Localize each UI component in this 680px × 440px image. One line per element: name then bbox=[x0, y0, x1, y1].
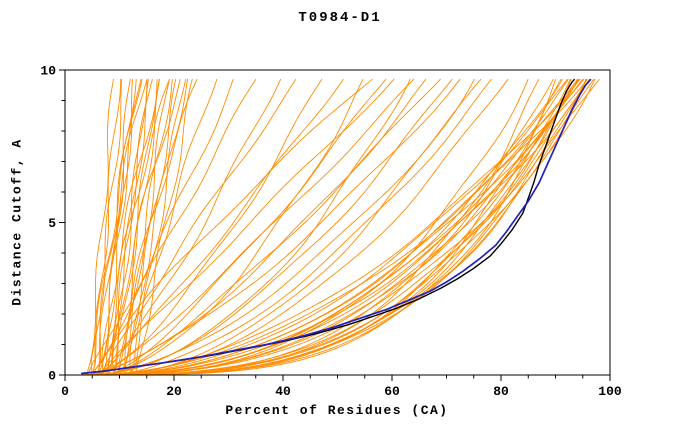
model-curve-orange bbox=[92, 78, 591, 376]
model-curve-orange bbox=[81, 78, 529, 376]
model-curve-orange bbox=[92, 78, 578, 376]
model-curve-orange bbox=[111, 78, 181, 376]
model-curve-orange bbox=[102, 78, 415, 376]
model-curve-orange bbox=[107, 79, 149, 376]
model-curve-orange bbox=[108, 79, 148, 376]
model-curve-orange bbox=[107, 78, 171, 376]
model-curve-orange bbox=[103, 78, 364, 376]
model-curve-orange bbox=[97, 78, 395, 376]
x-tick-label: 80 bbox=[493, 384, 509, 399]
model-curve-orange bbox=[91, 78, 257, 376]
y-tick-label: 0 bbox=[48, 369, 56, 384]
model-curve-orange bbox=[97, 78, 282, 376]
model-curve-orange bbox=[103, 78, 585, 376]
model-curve-orange bbox=[92, 78, 427, 376]
model-curve-orange bbox=[91, 78, 373, 376]
model-curve-orange bbox=[135, 78, 193, 375]
x-tick-label: 60 bbox=[384, 384, 400, 399]
model-curve-orange bbox=[108, 78, 492, 376]
x-tick-label: 20 bbox=[166, 384, 182, 399]
model-curve-orange bbox=[102, 78, 297, 376]
model-curve-orange bbox=[81, 78, 579, 376]
model-curve-orange bbox=[129, 79, 187, 376]
model-curve-orange bbox=[86, 78, 580, 376]
model-curve-orange bbox=[97, 78, 509, 376]
model-curve-orange bbox=[86, 78, 234, 376]
x-tick-label: 40 bbox=[275, 384, 291, 399]
model-curve-orange bbox=[97, 78, 453, 376]
model-curve-orange bbox=[101, 79, 161, 376]
model-curve-orange bbox=[113, 79, 158, 376]
highlighted-model-blue bbox=[81, 78, 592, 375]
model-curve-orange bbox=[113, 79, 153, 376]
model-curve-orange bbox=[91, 79, 122, 376]
model-curve-orange bbox=[103, 78, 475, 376]
chart-title: T0984-D1 bbox=[298, 10, 382, 26]
model-curve-orange bbox=[124, 78, 177, 375]
y-axis-label: Distance Cutoff, A bbox=[9, 138, 25, 306]
y-tick-label: 10 bbox=[40, 64, 56, 79]
model-curve-orange bbox=[129, 79, 188, 375]
model-curve-orange bbox=[86, 78, 461, 376]
model-curve-orange bbox=[92, 78, 600, 376]
model-curve-orange bbox=[91, 79, 143, 376]
x-tick-label: 100 bbox=[598, 384, 622, 399]
model-curve-orange bbox=[97, 78, 344, 376]
model-curve-orange bbox=[81, 78, 554, 376]
model-curve-orange bbox=[92, 78, 482, 376]
x-axis-label: Percent of Residues (CA) bbox=[225, 403, 449, 418]
model-curve-orange bbox=[97, 78, 148, 376]
model-curve-orange bbox=[92, 78, 595, 376]
model-curve-orange bbox=[92, 78, 323, 376]
model-curve-orange bbox=[81, 78, 588, 376]
model-curve-orange bbox=[119, 78, 198, 375]
model-curve-orange bbox=[97, 78, 596, 376]
model-curve-orange bbox=[81, 78, 587, 376]
model-curve-orange bbox=[102, 78, 142, 376]
y-tick-label: 5 bbox=[48, 216, 56, 231]
model-curve-orange bbox=[90, 79, 123, 376]
model-curve-orange bbox=[108, 78, 441, 376]
model-curve-orange bbox=[97, 78, 581, 376]
model-curve-orange bbox=[97, 78, 569, 376]
x-tick-label: 0 bbox=[61, 384, 69, 399]
